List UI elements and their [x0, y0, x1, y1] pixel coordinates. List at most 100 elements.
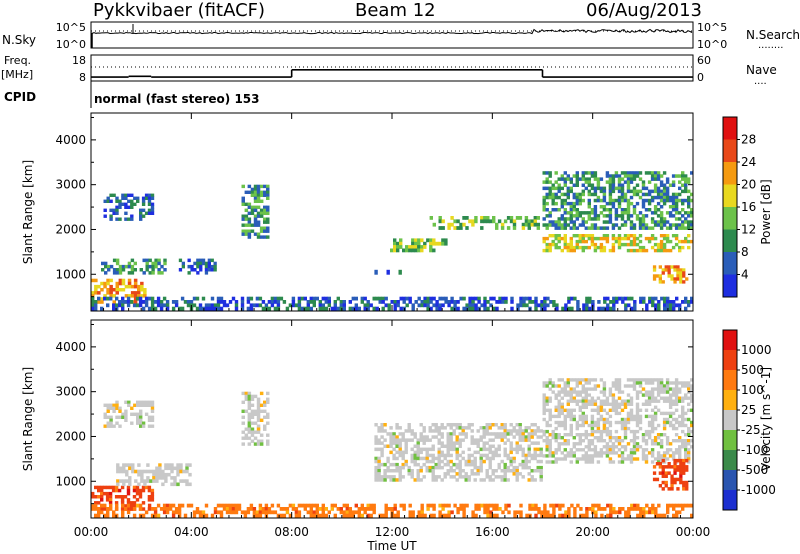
heatmap-cell — [455, 447, 459, 452]
heatmap-cell — [420, 507, 424, 511]
heatmap-cell — [587, 448, 591, 452]
heatmap-cell — [501, 296, 505, 301]
heatmap-cell — [103, 281, 107, 286]
heatmap-cell — [635, 457, 640, 461]
heatmap-cell — [196, 261, 200, 266]
heatmap-cell — [614, 384, 619, 388]
heatmap-cell — [253, 409, 258, 413]
heatmap-cell — [639, 296, 643, 301]
heatmap-cell — [665, 234, 670, 238]
heatmap-cell — [366, 306, 370, 311]
heatmap-cell — [638, 177, 643, 181]
heatmap-cell — [518, 216, 523, 220]
heatmap-cell — [661, 471, 665, 475]
heatmap-cell — [250, 421, 255, 425]
heatmap-cell — [452, 469, 456, 473]
heatmap-cell — [662, 248, 667, 253]
heatmap-cell — [464, 472, 468, 476]
heatmap-cell — [256, 232, 261, 236]
heatmap-cell — [207, 268, 211, 272]
heatmap-cell — [486, 507, 490, 511]
heatmap-cell — [664, 484, 668, 488]
heatmap-cell — [548, 451, 552, 455]
heatmap-cell — [587, 457, 591, 461]
heatmap-cell — [596, 226, 601, 230]
heatmap-cell — [554, 208, 558, 212]
heatmap-cell — [608, 186, 613, 191]
heatmap-cell — [641, 451, 646, 455]
heatmap-cell — [144, 193, 149, 197]
heatmap-cell — [602, 234, 607, 238]
heatmap-cell — [386, 469, 390, 473]
heatmap-cell — [126, 485, 131, 490]
heatmap-cell — [665, 399, 670, 403]
heatmap-cell — [428, 426, 432, 430]
heatmap-cell — [506, 226, 511, 230]
heatmap-cell — [542, 439, 546, 443]
heatmap-cell — [557, 186, 561, 191]
heatmap-cell — [578, 436, 582, 440]
heatmap-cell — [599, 211, 604, 215]
heatmap-cell — [410, 459, 414, 464]
heatmap-cell — [512, 219, 517, 224]
heatmap-cell — [137, 294, 141, 298]
heatmap-cell — [386, 444, 390, 448]
heatmap-cell — [548, 174, 552, 178]
heatmap-cell — [256, 409, 261, 413]
heatmap-cell — [115, 281, 119, 286]
heatmap-cell — [575, 214, 579, 218]
heatmap-cell — [635, 429, 640, 434]
heatmap-cell — [327, 296, 331, 301]
velocity-colorbar-label: Velocity [m s^-1] — [759, 367, 773, 471]
heatmap-cell — [525, 296, 529, 301]
heatmap-cell — [554, 433, 558, 437]
heatmap-cell — [404, 462, 408, 467]
heatmap-cell — [107, 264, 111, 269]
heatmap-cell — [527, 438, 531, 442]
heatmap-cell — [419, 435, 423, 439]
heatmap-cell — [104, 261, 108, 266]
heatmap-cell — [147, 488, 152, 493]
heatmap-cell — [668, 381, 673, 385]
heatmap-cell — [684, 451, 688, 455]
heatmap-cell — [684, 442, 688, 446]
heatmap-cell — [593, 451, 598, 455]
heatmap-cell — [581, 174, 585, 178]
heatmap-cell — [608, 423, 613, 428]
heatmap-cell — [97, 510, 101, 515]
heatmap-cell — [154, 258, 158, 263]
heatmap-cell — [656, 387, 661, 391]
heatmap-cell — [519, 510, 523, 515]
heatmap-cell — [644, 429, 649, 434]
heatmap-cell — [668, 226, 673, 230]
velocity-heatmap — [91, 378, 694, 518]
heatmap-cell — [524, 429, 528, 433]
heatmap-cell — [342, 306, 346, 311]
heatmap-cell — [690, 198, 694, 203]
heatmap-cell — [240, 306, 245, 311]
heatmap-cell — [653, 186, 658, 191]
heatmap-cell — [94, 306, 98, 311]
heatmap-cell — [620, 195, 625, 200]
heatmap-cell — [620, 451, 625, 455]
heatmap-cell — [624, 510, 628, 515]
heatmap-cell — [143, 291, 147, 295]
heatmap-cell — [596, 384, 601, 388]
heatmap-cell — [659, 433, 664, 437]
heatmap-cell — [129, 501, 134, 505]
heatmap-cell — [626, 186, 631, 191]
heatmap-cell — [392, 432, 396, 436]
heatmap-cell — [668, 205, 673, 209]
heatmap-cell — [614, 223, 619, 227]
heatmap-cell — [569, 242, 573, 247]
heatmap-cell — [363, 306, 367, 311]
heatmap-cell — [285, 507, 290, 511]
heatmap-cell — [650, 236, 655, 241]
heatmap-cell — [458, 472, 462, 476]
heatmap-cell — [585, 510, 589, 515]
heatmap-cell — [620, 408, 625, 412]
heatmap-cell — [129, 507, 134, 511]
heatmap-cell — [443, 444, 447, 448]
heatmap-cell — [432, 507, 436, 511]
heatmap-cell — [174, 510, 179, 515]
